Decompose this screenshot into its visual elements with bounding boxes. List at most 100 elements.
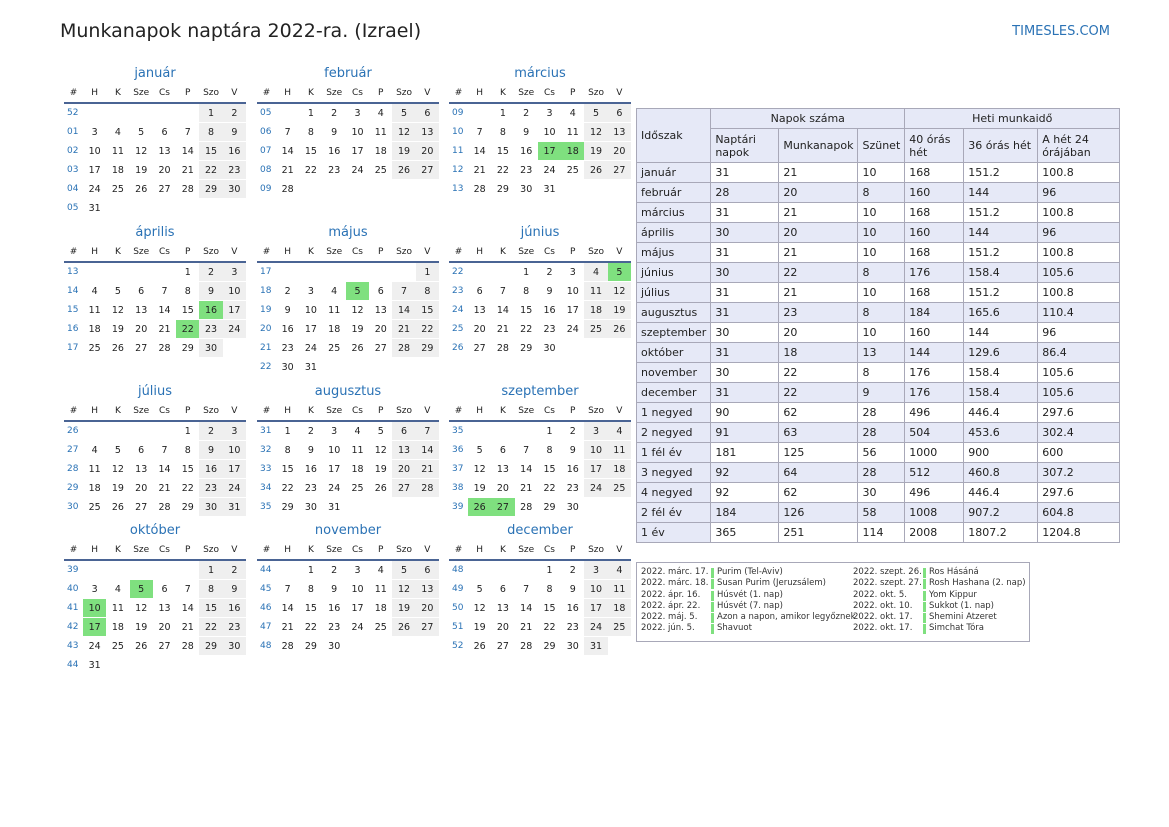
day-cell: 28 — [276, 636, 300, 655]
week-row: 22 30 31 — [257, 357, 439, 376]
period-cell: 1 év — [635, 522, 712, 543]
weekend-day: 30 — [199, 497, 223, 516]
stats-cell: 460.8 — [963, 462, 1039, 483]
weekend-day: 26 — [392, 617, 416, 637]
week-row: 39 1 2 — [64, 559, 246, 580]
empty-day — [322, 261, 346, 282]
period-cell: május — [635, 242, 712, 263]
stats-cell: 160 — [904, 222, 965, 243]
day-cell: 9 — [276, 300, 300, 320]
week-row: 30 25 26 27 28 29 30 31 — [64, 497, 246, 516]
week-number: 39 — [449, 497, 468, 516]
weekday-header: P — [369, 243, 393, 263]
week-row: 10 7 8 9 10 11 12 13 — [449, 122, 631, 142]
week-number: 42 — [64, 617, 83, 637]
day-cell: 12 — [468, 459, 492, 479]
stats-cell: 512 — [904, 462, 965, 483]
week-number: 26 — [64, 420, 83, 441]
weekday-header: # — [257, 84, 276, 104]
stats-cell: 10 — [857, 202, 906, 223]
weekday-header: # — [64, 402, 83, 422]
empty-day — [369, 179, 393, 198]
day-cell: 27 — [129, 497, 153, 516]
day-cell: 23 — [537, 319, 562, 339]
weekday-header: V — [607, 541, 631, 561]
week-number: 01 — [64, 122, 83, 142]
stats-cell: 86.4 — [1037, 342, 1121, 363]
empty-day — [584, 179, 608, 198]
day-cell: 23 — [322, 160, 346, 180]
week-number: 35 — [449, 420, 468, 441]
day-cell: 28 — [152, 338, 177, 357]
day-cell: 26 — [468, 636, 492, 655]
week-number: 18 — [257, 281, 276, 301]
stats-cell: 160 — [904, 182, 965, 203]
weekend-day: 18 — [584, 300, 608, 320]
holiday-date: 2022. szept. 26. — [853, 567, 922, 577]
stats-cell: 21 — [778, 202, 859, 223]
weekend-day: 30 — [222, 179, 246, 199]
day-cell: 7 — [176, 579, 200, 599]
period-cell: 4 negyed — [635, 482, 712, 503]
empty-day — [152, 420, 177, 441]
day-cell: 14 — [514, 459, 538, 479]
holiday-marker — [923, 624, 926, 635]
day-cell: 13 — [369, 300, 393, 320]
day-cell: 28 — [276, 179, 300, 198]
week-number: 41 — [64, 598, 83, 618]
stats-cell: 165.6 — [963, 302, 1039, 323]
weekday-header: P — [369, 402, 393, 422]
month-calendar: szeptember # H K Sze Cs P Szo V 35 1 2 3 4 36 5 6 7 8 9 10 11… — [449, 382, 631, 516]
day-cell: 8 — [537, 579, 562, 599]
weekday-header: K — [491, 402, 515, 422]
weekday-header: Cs — [537, 243, 562, 263]
day-cell: 4 — [561, 102, 585, 123]
empty-day — [607, 179, 631, 198]
empty-day — [392, 179, 416, 198]
day-cell: 26 — [106, 497, 130, 516]
weekday-header: Cs — [152, 84, 177, 104]
stats-cell: 168 — [904, 242, 965, 263]
day-cell: 23 — [514, 160, 538, 180]
weekday-header: P — [369, 541, 393, 561]
day-cell: 7 — [176, 122, 200, 142]
week-number: 12 — [449, 160, 468, 180]
empty-day — [129, 198, 153, 217]
week-row: 38 19 20 21 22 23 24 25 — [449, 478, 631, 498]
weekend-day: 12 — [392, 579, 416, 599]
week-row: 48 1 2 3 4 — [449, 559, 631, 580]
stats-cell: 151.2 — [963, 242, 1039, 263]
weekday-header: Szo — [392, 402, 416, 422]
day-cell: 30 — [322, 636, 346, 655]
day-cell: 11 — [369, 122, 393, 142]
weekend-day: 31 — [222, 497, 246, 516]
week-number: 28 — [64, 459, 83, 479]
week-number: 17 — [64, 338, 83, 357]
stats-cell: 184 — [710, 502, 780, 523]
day-cell: 20 — [491, 617, 515, 637]
site-link[interactable]: TIMESLES.COM — [1012, 24, 1110, 39]
stats-cell: 10 — [857, 162, 906, 183]
day-cell: 7 — [468, 122, 492, 142]
week-number: 08 — [257, 160, 276, 180]
weekend-day: 29 — [199, 179, 223, 199]
stats-cell: 496 — [904, 482, 965, 503]
weekday-header: Szo — [199, 541, 223, 561]
weekday-header: P — [369, 84, 393, 104]
holiday-entry: 2022. okt. 17. Simchat Tóra — [853, 623, 1026, 635]
weekday-header: P — [176, 243, 200, 263]
day-cell: 15 — [537, 459, 562, 479]
week-number: 50 — [449, 598, 468, 618]
stats-cell: 158.4 — [963, 382, 1039, 403]
weekend-day: 11 — [584, 281, 608, 301]
weekday-header: Cs — [152, 402, 177, 422]
weekend-day: 11 — [607, 579, 631, 599]
week-row: 12 21 22 23 24 25 26 27 — [449, 160, 631, 180]
week-number: 47 — [257, 617, 276, 637]
stats-cell: 144 — [963, 182, 1039, 203]
weekday-header: K — [106, 402, 130, 422]
day-cell: 21 — [152, 478, 177, 498]
day-cell: 20 — [491, 478, 515, 498]
day-cell: 21 — [491, 319, 515, 339]
hours-40-header: 40 órás hét — [904, 128, 965, 163]
